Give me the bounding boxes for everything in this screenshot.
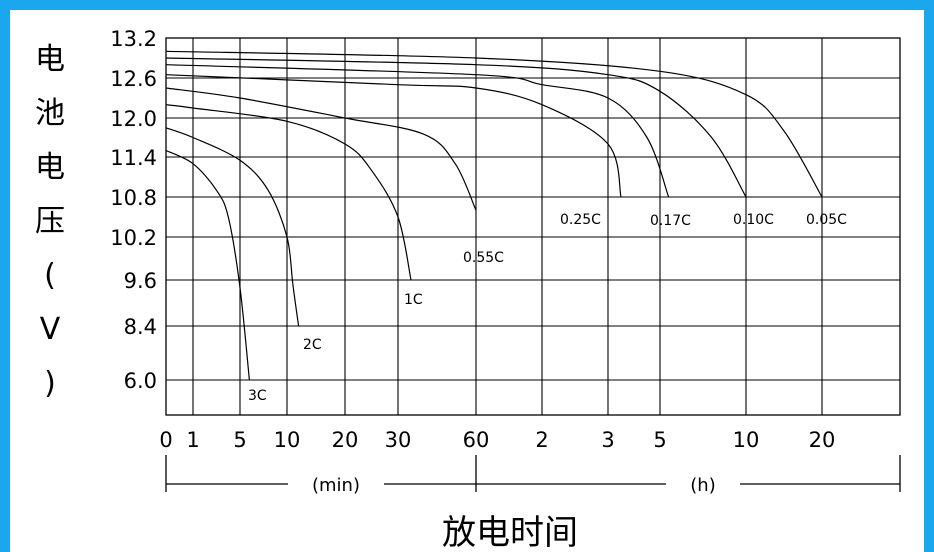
y-tick-labels: 13.2 12.6 12.0 11.4 10.8 10.2 9.6 8.4 6.0	[110, 27, 157, 393]
y-tick-label: 10.2	[110, 226, 157, 250]
x-tick-label: 30	[385, 428, 412, 452]
y-axis-label-char: 压	[35, 204, 65, 239]
x-tick-label: 5	[233, 428, 246, 452]
plot-border	[165, 37, 901, 416]
series-label-0.10C: 0.10C	[733, 212, 774, 228]
y-axis-label-char: )	[44, 366, 56, 401]
x-tick-label: 60	[463, 428, 490, 452]
x-tick-label: 20	[809, 428, 836, 452]
y-axis-label-char: 池	[35, 96, 65, 131]
x-tick-label: 5	[653, 428, 666, 452]
x-tick-label: 10	[274, 428, 301, 452]
unit-hour: (h)	[690, 475, 715, 496]
curve-0.17C	[165, 64, 670, 198]
curve-0.05C	[165, 50, 823, 198]
curve-1C	[165, 104, 412, 281]
x-tick-label: 0	[159, 428, 172, 452]
y-axis-label-char: 电	[35, 150, 65, 185]
series-label-3C: 3C	[248, 388, 267, 404]
y-tick-label: 8.4	[124, 315, 157, 339]
y-tick-label: 9.6	[124, 269, 157, 293]
curve-2C	[165, 127, 300, 327]
x-tick-label: 2	[535, 428, 548, 452]
y-tick-label: 10.8	[110, 186, 157, 210]
x-tick-label: 20	[332, 428, 359, 452]
curve-3C	[165, 149, 250, 381]
y-tick-label: 6.0	[124, 369, 157, 393]
y-tick-label: 11.4	[110, 146, 157, 170]
y-tick-label: 12.0	[110, 107, 157, 131]
y-axis-label: 电池电压(V)	[35, 42, 65, 401]
series-label-2C: 2C	[303, 337, 322, 353]
series-label-0.55C: 0.55C	[463, 250, 504, 266]
series-labels: 3C 2C 1C 0.55C 0.25C 0.17C 0.10C 0.05C	[248, 212, 847, 404]
y-axis-label-char: (	[44, 258, 56, 293]
curve-0.25C	[165, 74, 622, 198]
y-axis-label-char: V	[40, 312, 61, 347]
x-tick-label: 3	[601, 428, 614, 452]
series-label-1C: 1C	[404, 292, 423, 308]
series-label-0.05C: 0.05C	[806, 212, 847, 228]
x-tick-label: 10	[733, 428, 760, 452]
curves	[165, 50, 823, 381]
y-axis-label-char: 电	[35, 42, 65, 77]
y-tick-label: 12.6	[110, 67, 157, 91]
time-unit-bracket	[165, 455, 901, 492]
unit-min: (min)	[312, 475, 360, 496]
x-tick-label: 1	[186, 428, 199, 452]
series-label-0.17C: 0.17C	[650, 213, 691, 229]
series-label-0.25C: 0.25C	[560, 212, 601, 228]
x-axis-label: 放电时间	[442, 513, 578, 552]
y-tick-label: 13.2	[110, 27, 157, 51]
curve-0.10C	[165, 57, 747, 198]
curve-0.55C	[165, 87, 477, 211]
x-tick-labels: 0 1 5 10 20 30 60 2 3 5 10 20	[159, 428, 835, 452]
grid	[165, 37, 901, 416]
